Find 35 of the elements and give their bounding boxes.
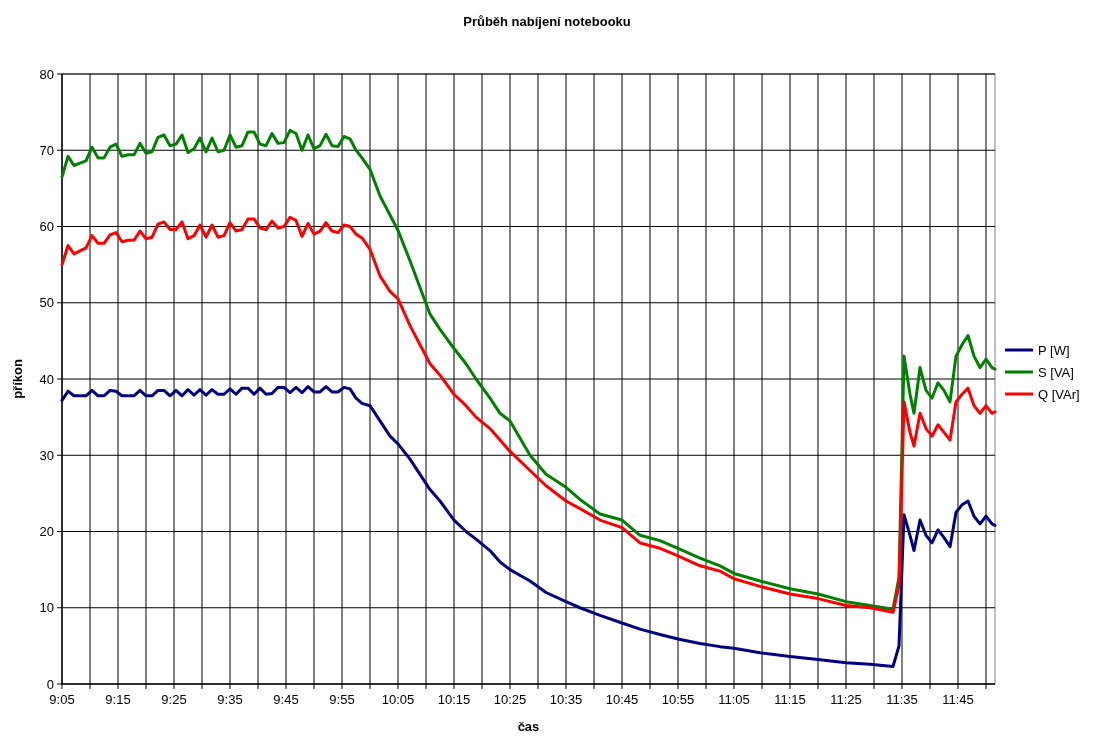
line-series: [60, 128, 997, 611]
y-axis-title: příkon: [10, 359, 25, 399]
y-tick-label: 40: [39, 371, 54, 387]
y-tick-label: 20: [39, 524, 54, 540]
x-axis-title: čas: [517, 719, 540, 734]
x-tick-label: 10:05: [381, 692, 415, 707]
x-tick-label: 10:25: [493, 692, 527, 707]
x-tick-label: 10:15: [437, 692, 471, 707]
y-tick-label: 0: [46, 676, 54, 692]
x-tick-label: 10:35: [549, 692, 583, 707]
y-tick-label: 10: [39, 600, 54, 616]
legend-label: S [VA]: [1038, 364, 1074, 380]
x-tick-label: 9:15: [105, 692, 131, 707]
y-tick-label: 60: [39, 219, 54, 235]
y-tick-label: 70: [39, 142, 54, 158]
x-tick-label: 11:25: [830, 692, 862, 707]
x-tick-label: 9:35: [217, 692, 243, 707]
x-tick-label: 9:55: [329, 692, 355, 707]
x-tick-label: 10:55: [661, 692, 695, 707]
x-tick-label: 10:45: [605, 692, 639, 707]
x-tick-label: 11:15: [774, 692, 806, 707]
x-tick-label: 9:05: [49, 692, 75, 707]
y-tick-label: 30: [39, 447, 54, 463]
x-tick-label: 11:45: [942, 692, 974, 707]
x-tick-label: 11:05: [718, 692, 750, 707]
line-series: [60, 215, 997, 614]
x-tick-label: 11:35: [886, 692, 918, 707]
x-tick-label: 9:45: [273, 692, 299, 707]
x-tick-label: 9:25: [161, 692, 187, 707]
legend-label: P [W]: [1038, 342, 1070, 358]
line-series: [60, 385, 997, 668]
legend-label: Q [VAr]: [1038, 386, 1080, 402]
y-tick-label: 80: [39, 66, 54, 82]
chart-title: Průběh nabíjení notebooku: [463, 14, 631, 29]
y-tick-label: 50: [39, 295, 54, 311]
